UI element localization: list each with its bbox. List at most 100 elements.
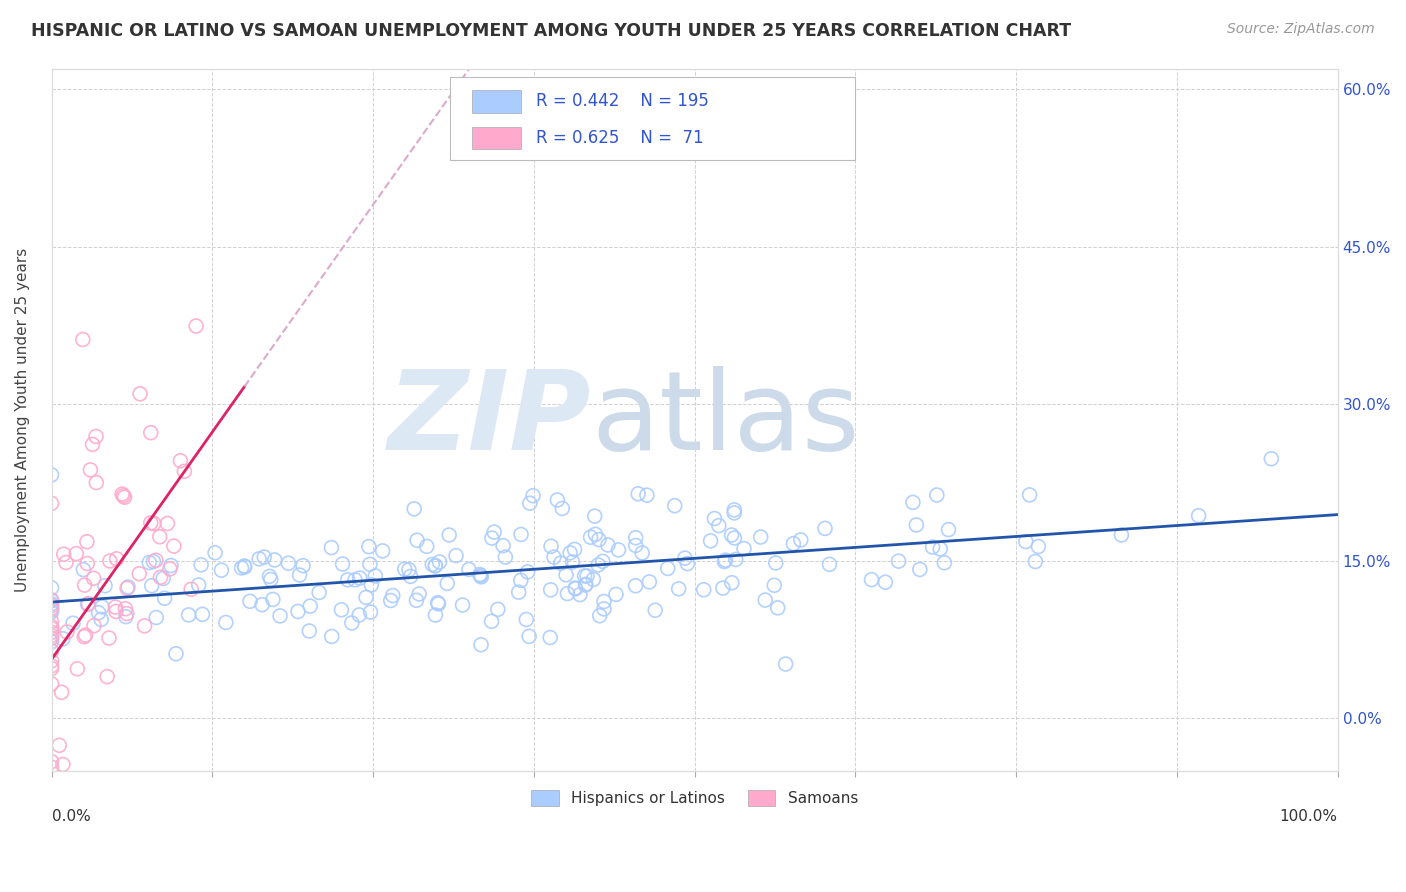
Point xyxy=(627,487,650,501)
Point xyxy=(1024,555,1046,569)
Point xyxy=(381,589,404,603)
Point xyxy=(494,550,516,565)
Point xyxy=(84,429,107,443)
Point xyxy=(703,511,725,525)
Text: Source: ZipAtlas.com: Source: ZipAtlas.com xyxy=(1227,22,1375,37)
Point xyxy=(344,573,367,587)
Point xyxy=(425,558,447,573)
Point xyxy=(247,552,270,566)
Point xyxy=(925,488,948,502)
Point xyxy=(41,622,63,636)
Point xyxy=(934,556,956,570)
Point xyxy=(277,556,299,570)
Point xyxy=(233,559,256,574)
Point xyxy=(269,608,291,623)
Point xyxy=(416,540,439,554)
Point xyxy=(41,631,63,645)
Point xyxy=(41,661,63,675)
Point xyxy=(775,657,797,671)
Point xyxy=(41,816,63,830)
Point xyxy=(723,531,745,545)
Point xyxy=(1260,451,1282,466)
Point xyxy=(41,755,63,769)
Point xyxy=(538,631,561,645)
Point xyxy=(676,557,699,571)
Point xyxy=(515,613,537,627)
Point xyxy=(82,437,104,451)
Point xyxy=(114,601,136,615)
Point xyxy=(41,780,63,795)
Point xyxy=(711,581,734,595)
Point xyxy=(638,574,661,589)
Point xyxy=(790,533,813,547)
Legend: Hispanics or Latinos, Samoans: Hispanics or Latinos, Samoans xyxy=(523,782,866,814)
Point xyxy=(481,615,503,629)
Point xyxy=(360,578,382,592)
Point xyxy=(380,593,402,607)
Point xyxy=(564,542,586,557)
Point xyxy=(41,467,63,482)
Point xyxy=(723,506,745,520)
Point xyxy=(145,553,167,567)
Text: ZIP: ZIP xyxy=(388,366,592,473)
Point xyxy=(437,528,460,542)
Point xyxy=(91,599,114,614)
Point xyxy=(204,546,226,560)
Point xyxy=(184,318,207,333)
Point xyxy=(583,509,606,524)
Point xyxy=(692,582,714,597)
Point xyxy=(41,760,63,774)
Point xyxy=(814,521,837,535)
Text: R = 0.442    N = 195: R = 0.442 N = 195 xyxy=(537,93,709,111)
Point xyxy=(860,573,883,587)
Point xyxy=(41,594,63,608)
Point xyxy=(340,615,363,630)
Point xyxy=(371,544,394,558)
Point xyxy=(321,541,343,555)
Point xyxy=(921,540,943,554)
Point xyxy=(782,536,804,550)
Point xyxy=(41,619,63,633)
Point xyxy=(713,555,735,569)
Point xyxy=(492,539,515,553)
Point xyxy=(98,554,121,568)
Point xyxy=(354,591,377,605)
FancyBboxPatch shape xyxy=(472,90,522,112)
Point xyxy=(429,555,451,569)
Point xyxy=(516,565,538,579)
Point xyxy=(568,588,591,602)
Point xyxy=(112,489,135,503)
Point xyxy=(624,531,647,545)
Text: atlas: atlas xyxy=(592,366,860,473)
Point xyxy=(79,463,101,477)
Point xyxy=(586,558,609,572)
Point xyxy=(517,629,540,643)
Point xyxy=(589,608,612,623)
Point xyxy=(336,573,359,587)
Y-axis label: Unemployment Among Youth under 25 years: Unemployment Among Youth under 25 years xyxy=(15,247,30,591)
Point xyxy=(582,573,605,587)
Point xyxy=(557,586,579,600)
Point xyxy=(583,527,606,541)
Point xyxy=(41,599,63,613)
FancyBboxPatch shape xyxy=(472,127,522,149)
Point xyxy=(714,553,737,567)
Point xyxy=(180,582,202,597)
Point xyxy=(593,594,616,608)
Point xyxy=(165,647,187,661)
Point xyxy=(546,492,568,507)
Point xyxy=(114,490,136,504)
Point xyxy=(292,558,315,573)
Point xyxy=(444,549,467,563)
Point xyxy=(357,540,380,554)
Point xyxy=(1018,488,1040,502)
Point xyxy=(636,488,658,502)
Point xyxy=(938,523,960,537)
Point xyxy=(153,591,176,606)
Point xyxy=(664,499,686,513)
Point xyxy=(733,541,755,556)
Point xyxy=(115,582,138,596)
Point xyxy=(41,615,63,629)
Point xyxy=(41,581,63,595)
Point xyxy=(139,516,162,530)
